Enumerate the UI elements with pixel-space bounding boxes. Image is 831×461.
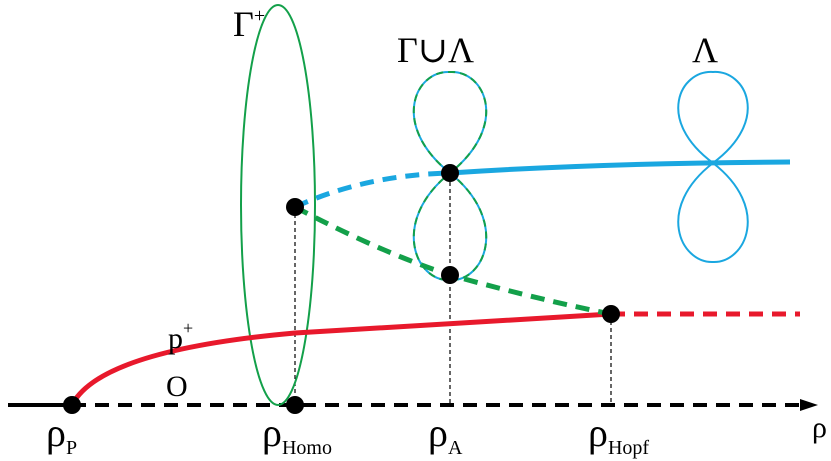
tick-label-rho-homo: ρHomo — [262, 410, 332, 459]
tick-label-rho-hopf: ρHopf — [588, 410, 649, 459]
label-gamma-union-lambda: Γ∪Λ — [397, 30, 474, 70]
label-p-plus: p+ — [168, 318, 193, 355]
figure-eight-orbit-lambda — [677, 70, 749, 264]
point-rho-a-lower — [441, 266, 459, 284]
point-rho-homo-axis — [286, 396, 304, 414]
label-gamma-plus: Γ+ — [233, 4, 265, 44]
point-rho-hopf — [602, 305, 620, 323]
branch-green-dashed — [293, 204, 612, 317]
branch-blue-solid — [449, 159, 791, 176]
tick-label-rho-a: ρA — [428, 410, 463, 459]
homoclinic-orbit-gamma-plus — [240, 4, 316, 406]
point-rho-a-upper — [441, 164, 459, 182]
point-rho-p — [63, 396, 81, 414]
label-lambda: Λ — [692, 30, 718, 70]
label-axis-rho: ρ — [812, 411, 827, 444]
point-rho-homo-branch — [286, 198, 304, 216]
branch-p-plus — [69, 311, 612, 407]
tick-label-rho-p: ρP — [46, 410, 77, 459]
axis-arrow-icon — [800, 399, 818, 411]
branch-blue-dashed — [293, 170, 451, 210]
label-origin: O — [166, 370, 188, 403]
